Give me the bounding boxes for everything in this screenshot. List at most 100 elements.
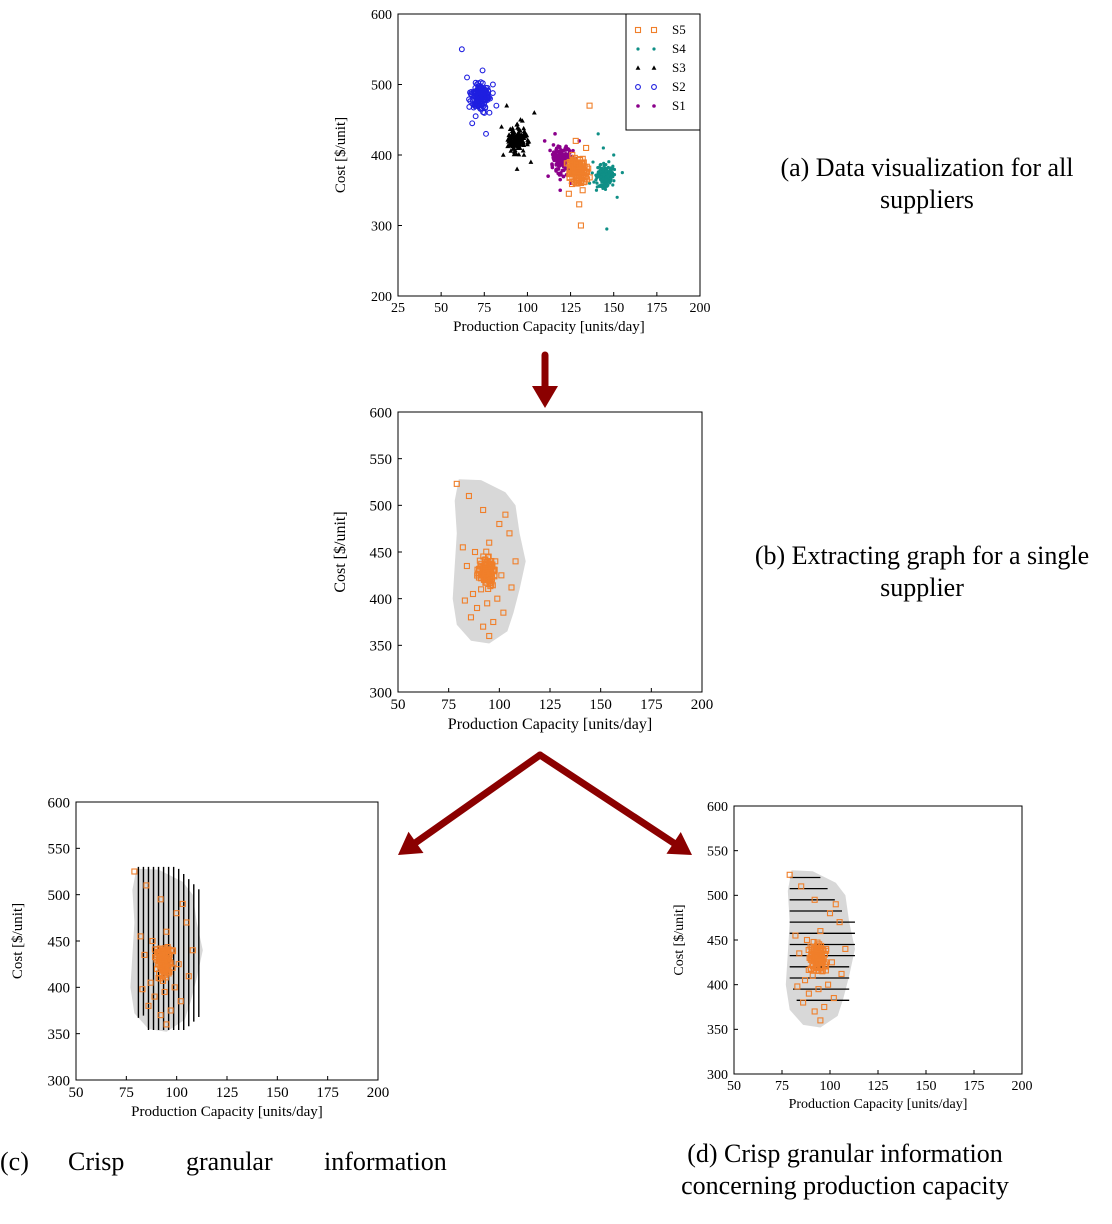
data-point [516,152,522,157]
x-tick-label: 50 [727,1079,741,1094]
data-point [567,164,574,171]
data-point [815,960,822,967]
data-point [606,174,610,178]
data-point [611,164,615,168]
data-point [605,183,610,187]
data-point [821,1003,828,1011]
x-tick-label: 50 [434,301,448,316]
y-tick-label: 200 [371,290,392,305]
x-axis-label: Production Capacity [units/day] [453,319,645,335]
data-point [595,185,599,189]
data-point [151,993,158,1000]
chart-d: 50 75 100 125 150 175 200 300 350 400 450 500 550 600… [672,800,1033,1112]
x-tick-label: 175 [316,1085,339,1101]
caption-c-part-1: Crisp [68,1147,125,1176]
data-point [175,961,182,968]
caption-c-part-2: granular [186,1147,273,1176]
data-point [453,480,460,487]
data-point [461,597,468,604]
data-point [820,947,827,954]
data-point [490,618,497,626]
data-point [504,103,510,108]
data-point [596,132,600,136]
data-point [163,1021,170,1028]
data-point [466,96,473,103]
data-point [479,564,486,571]
data-point [159,947,166,954]
x-tick-label: 75 [441,697,456,713]
data-point [577,222,584,229]
data-point [158,961,165,968]
data-point [489,81,496,88]
data-point [546,174,550,178]
data-point [602,164,606,168]
data-point [485,87,492,94]
y-tick-label: 500 [370,499,393,515]
data-point [520,135,526,141]
data-point [162,964,169,971]
data-point [810,938,817,946]
data-point [612,179,616,183]
legend-marker [652,104,656,108]
data-point [177,998,184,1005]
plot-frame-d [733,805,1023,1075]
x-tick-label: 200 [367,1085,390,1101]
legend-label-S3: S3 [672,60,686,75]
data-point [601,173,606,177]
data-point [786,871,793,878]
caption-b: (b) Extracting graph for a single suppli… [754,541,1090,602]
x-tick-label: 175 [964,1079,985,1094]
data-point [828,959,835,966]
data-point [826,910,834,917]
data-point [477,105,484,112]
data-point [471,548,479,556]
x-tick-label: 200 [1012,1079,1033,1094]
data-point [171,984,178,991]
caption-d: (d) Crisp granular information concernin… [681,1139,1009,1200]
data-point [598,163,602,167]
y-tick-label: 300 [370,685,393,701]
data-point [595,181,599,185]
data-point [811,896,818,903]
data-point [817,928,824,935]
data-point [825,981,832,988]
data-point [163,928,170,935]
data-point [548,148,552,153]
caption-c-part-3: information [324,1147,447,1176]
plot-frame-c [75,801,379,1081]
x-tick-label: 150 [589,697,612,713]
caption-a: (a) Data visualization for all suppliers [780,153,1074,214]
data-point [601,177,605,181]
data-point [161,988,168,996]
data-point [583,144,590,151]
data-point [611,167,615,171]
data-point [603,185,607,189]
arrow-b-to-d [536,751,692,855]
data-point [566,174,573,181]
data-point [556,159,561,164]
data-point [156,970,163,977]
data-point [157,896,164,903]
data-point [479,92,486,99]
data-point [472,113,479,120]
caption-c-part-0: (c) [0,1147,29,1176]
data-point [521,125,527,131]
y-tick-label: 300 [371,219,392,234]
data-point [599,175,603,179]
x-tick-label: 125 [539,697,562,713]
data-point [580,174,587,181]
data-point [832,901,839,908]
legend-marker [651,65,657,70]
data-point [592,180,596,184]
data-point [463,562,470,570]
y-tick-label: 450 [370,545,393,561]
data-point [528,159,534,164]
legend-label-S1: S1 [672,98,686,113]
data-point [500,609,507,616]
series-S3-a [499,103,537,171]
data-point [571,154,578,161]
data-point [586,102,593,109]
data-point [836,919,843,926]
data-point [482,569,489,576]
data-point [817,1017,824,1024]
